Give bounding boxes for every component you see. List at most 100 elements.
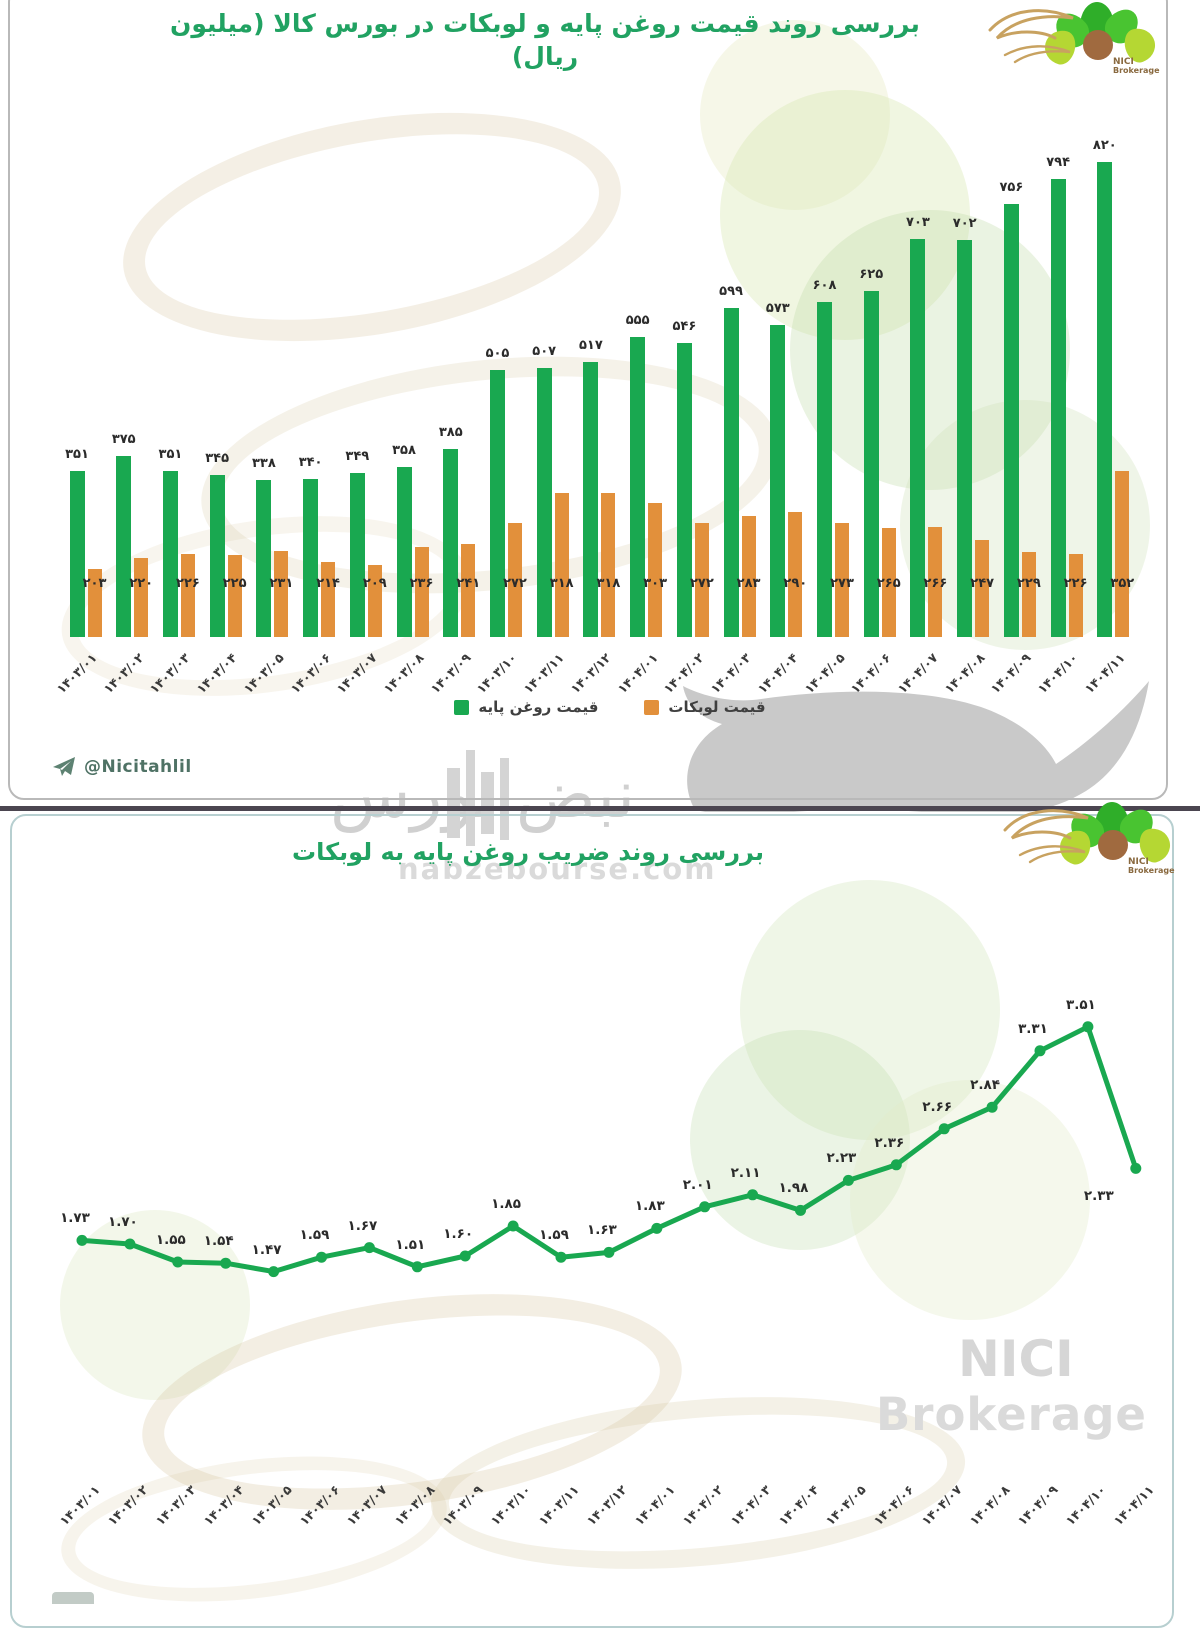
line-chart-plot: ۱.۷۳ ۱.۷۰ ۱.۵۵ ۱.۵۴ ۱.۴۷ ۱.۵۹ ۱.۶۷ ۱.۵۱ ۱.۶۰ ۱.۸۵… [0,814,1200,1601]
lubricant-value-label: ۲۲۶ [176,576,200,591]
base-oil-bar [443,448,459,637]
base-oil-bar [1097,161,1113,637]
logo-text-nici: NICI [1128,857,1149,867]
base-oil-bar [162,471,178,637]
lubricant-bar [788,511,803,637]
line-point [363,1242,375,1254]
lubricant-value-label: ۲۷۲ [689,576,714,591]
line-point [411,1261,423,1273]
lubricant-value-label: ۲۲۹ [1016,576,1041,591]
line-point [220,1257,232,1269]
lubricant-value-label: ۲۴۷ [970,576,995,591]
lubricant-value-label: ۲۶۵ [876,576,901,591]
logo-text-nici: NICI [1113,57,1134,67]
line-point [124,1238,136,1250]
ratio-value-label: ۱.۵۹ [539,1227,569,1244]
ratio-value-label: ۲.۳۶ [874,1134,905,1151]
lubricant-bar [1021,551,1036,637]
lubricant-value-label: ۲۷۳ [830,576,854,591]
nici-brokerage-logo: NICI Brokerage [985,0,1175,80]
candlestick-watermark [481,772,494,834]
lubricant-bar [1115,470,1130,637]
base-oil-value-label: ۷۰۳ [906,215,930,231]
base-oil-value-label: ۸۲۰ [1092,137,1117,153]
ratio-value-label: ۱.۵۵ [155,1232,186,1248]
lubricant-value-label: ۲۸۳ [736,576,761,591]
telegram-row: @Nicitahlil [52,756,192,778]
base-oil-bar [817,301,833,637]
lubricant-value-label: ۲۰۳ [82,576,107,591]
line-point [172,1256,184,1268]
logo-text-brokerage: Brokerage [1113,66,1160,76]
telegram-handle: @Nicitahlil [84,757,192,777]
lubricant-bar [134,557,149,637]
lubricant-bar [601,493,616,637]
base-oil-bar [863,290,879,637]
lubricant-bar [694,523,709,637]
base-oil-bar [1050,178,1066,637]
base-oil-value-label: ۵۱۷ [579,337,603,353]
base-oil-bar [676,342,692,637]
base-oil-bar [910,239,926,637]
line-point [1130,1162,1142,1174]
ratio-value-label: ۱.۸۳ [634,1198,665,1215]
base-oil-value-label: ۷۹۴ [1046,154,1071,170]
base-oil-value-label: ۳۴۹ [345,448,370,464]
base-oil-value-label: ۵۰۵ [485,345,510,361]
panel-separator-line [0,806,1200,811]
base-oil-value-label: ۳۴۵ [205,451,230,467]
ratio-value-label: ۳.۳۱ [1018,1020,1048,1037]
nici-brokerage-logo: NICI Brokerage [1000,800,1190,880]
base-oil-bar [396,466,412,637]
ratio-value-label: ۱.۶۷ [347,1217,378,1234]
lubricant-bar [1068,553,1083,637]
lubricant-value-label: ۲۲۰ [129,576,154,591]
lubricant-value-label: ۳۱۸ [596,576,621,591]
ratio-value-label: ۱.۵۱ [395,1236,426,1253]
base-oil-bar [303,478,319,637]
logo-center-dot [1083,30,1113,60]
base-oil-bar [536,368,552,637]
base-oil-bar [489,369,505,637]
base-oil-value-label: ۵۰۷ [532,344,557,360]
base-oil-bar [770,324,786,637]
logo-center-dot [1098,830,1128,860]
lubricant-bar [741,516,756,637]
base-oil-bar [256,479,272,637]
logo-text-brokerage: Brokerage [1128,866,1175,876]
ratio-value-label: ۲.۰۱ [682,1176,713,1193]
base-oil-bar [957,239,973,637]
base-oil-value-label: ۷۵۶ [999,180,1024,196]
base-oil-value-label: ۶۰۸ [812,277,837,293]
lubricant-bar [881,528,896,637]
legend: قیمت روغن پایه قیمت لوبکات [330,698,890,716]
line-point [890,1159,902,1171]
base-oil-swatch [454,699,470,715]
base-oil-bar [583,361,599,637]
line-point [603,1246,615,1258]
lubricant-bar [87,569,102,637]
line-point [842,1174,854,1186]
base-oil-value-label: ۷۰۲ [952,215,977,231]
ratio-value-label: ۲.۸۴ [970,1077,1001,1094]
bottom-chart-title: بررسی روند ضریب روغن پایه به لوبکات [292,838,764,866]
base-oil-value-label: ۳۸۵ [438,424,463,440]
line-point [651,1222,663,1234]
bar-chart-plot: ۳۵۱ ۲۰۳ ۱۴۰۳/۰۱ ۳۷۵ ۲۲۰ ۱۴۰۳/۰۲ ۳۵۱ ۲۲۶ ۱۴۰۳/۰۳ ۳… [0,0,1200,810]
line-point [699,1201,711,1213]
lubricant-bar [928,527,943,637]
line-point [555,1251,567,1263]
candlestick-watermark [447,768,460,838]
legend-label-base-oil: قیمت روغن پایه [478,698,599,716]
ratio-value-label: ۲.۲۳ [826,1150,857,1167]
lubricant-value-label: ۲۲۵ [222,576,247,591]
calligraphy-gold [1003,809,1089,864]
base-oil-bar [630,336,646,637]
line-point [1082,1021,1094,1033]
top-chart-title: بررسی روند قیمت روغن پایه و لوبکات در بو… [170,9,920,71]
base-oil-bar [69,471,85,637]
lubricant-bar [648,503,663,637]
base-oil-value-label: ۵۷۳ [765,300,790,316]
lubricant-value-label: ۲۳۶ [409,576,434,591]
lubricant-bar [975,539,990,637]
